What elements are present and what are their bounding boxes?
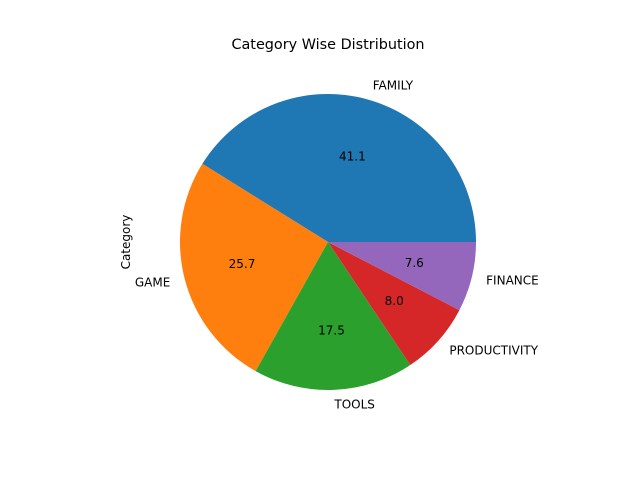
pct-label-finance: 7.6	[405, 256, 424, 270]
pct-label-productivity: 8.0	[385, 294, 404, 308]
pct-label-game: 25.7	[229, 257, 256, 271]
pct-label-family: 41.1	[339, 150, 366, 164]
category-label-productivity: PRODUCTIVITY	[449, 344, 538, 358]
pie-slice-game	[180, 163, 328, 372]
pie-slice-tools	[255, 242, 411, 390]
category-label-game: GAME	[135, 276, 170, 290]
y-axis-label: Category	[119, 215, 133, 270]
pie-slices	[180, 93, 476, 390]
pct-label-tools: 17.5	[318, 324, 345, 338]
pie-labels: 41.1 FAMILY 25.7 GAME 17.5 TOOLS 8.0 PRODUCTIVI…	[135, 78, 539, 411]
category-label-tools: TOOLS	[333, 398, 375, 412]
chart-title: Category Wise Distribution	[231, 37, 424, 53]
pie-slice-productivity	[328, 242, 460, 366]
category-label-family: FAMILY	[373, 78, 414, 92]
pie-slice-finance	[328, 242, 476, 311]
pie-slice-family	[202, 93, 476, 242]
category-label-finance: FINANCE	[486, 274, 539, 288]
